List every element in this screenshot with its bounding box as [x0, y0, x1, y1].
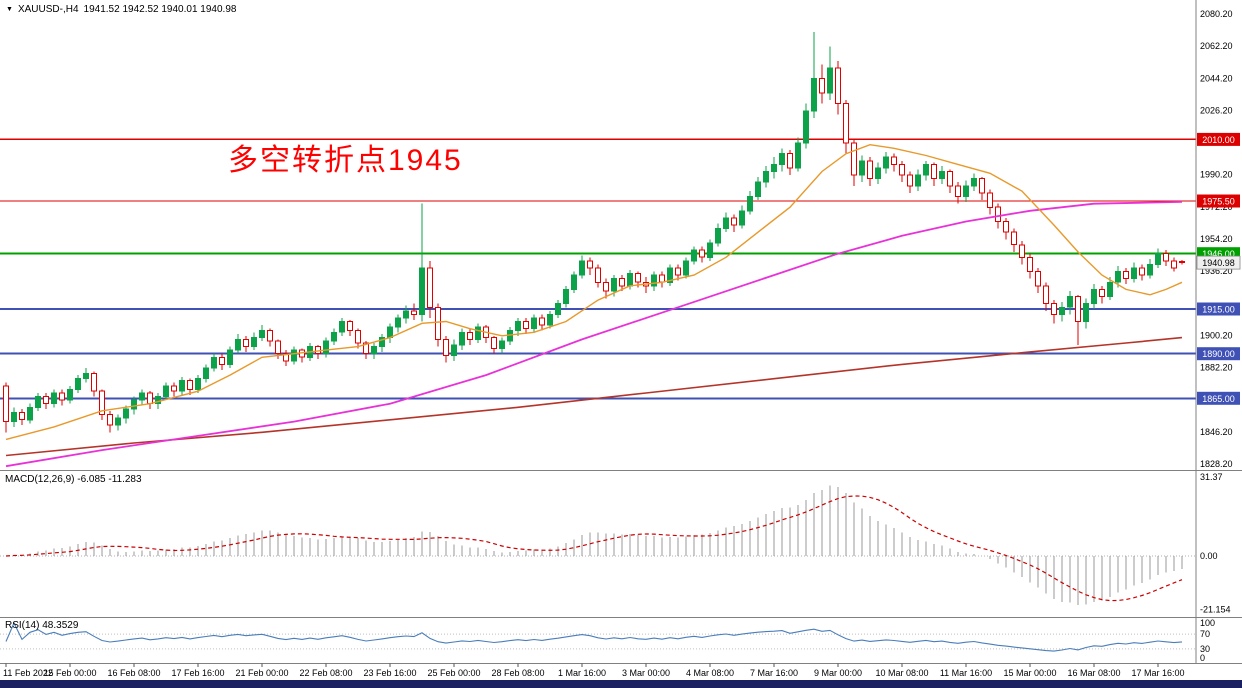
- svg-text:1900.20: 1900.20: [1200, 331, 1233, 341]
- svg-text:100: 100: [1200, 618, 1215, 628]
- svg-text:11 Mar 16:00: 11 Mar 16:00: [940, 668, 992, 678]
- svg-text:1975.50: 1975.50: [1202, 197, 1235, 207]
- svg-text:11 Feb 2022: 11 Feb 2022: [3, 668, 53, 678]
- svg-text:30: 30: [1200, 644, 1210, 654]
- svg-text:16 Feb 08:00: 16 Feb 08:00: [107, 668, 160, 678]
- svg-text:2062.20: 2062.20: [1200, 41, 1233, 51]
- moving-averages: [5, 143, 1183, 468]
- svg-text:0.00: 0.00: [1200, 551, 1218, 561]
- svg-text:1940.98: 1940.98: [1202, 258, 1235, 268]
- svg-text:1828.20: 1828.20: [1200, 459, 1233, 469]
- svg-text:4 Mar 08:00: 4 Mar 08:00: [686, 668, 734, 678]
- panel-separators: [0, 470, 1242, 664]
- svg-text:1890.00: 1890.00: [1202, 349, 1235, 359]
- svg-text:70: 70: [1200, 629, 1210, 639]
- chart-symbol-marker-icon: ▼: [6, 6, 13, 13]
- ma-fast-line: [5, 143, 1183, 441]
- svg-text:1846.20: 1846.20: [1200, 427, 1233, 437]
- rsi-label: RSI(14) 48.3529: [5, 620, 79, 631]
- svg-text:2026.20: 2026.20: [1200, 105, 1233, 115]
- price-axis: 2080.202062.202044.202026.201990.201972.…: [1195, 0, 1241, 663]
- candles: [3, 32, 1185, 433]
- svg-text:28 Feb 08:00: 28 Feb 08:00: [491, 668, 544, 678]
- svg-text:7 Mar 16:00: 7 Mar 16:00: [750, 668, 798, 678]
- svg-text:1990.20: 1990.20: [1200, 170, 1233, 180]
- ma-slow-line: [5, 336, 1183, 457]
- svg-text:3 Mar 00:00: 3 Mar 00:00: [622, 668, 670, 678]
- svg-text:23 Feb 16:00: 23 Feb 16:00: [363, 668, 416, 678]
- svg-text:25 Feb 00:00: 25 Feb 00:00: [427, 668, 480, 678]
- svg-text:2044.20: 2044.20: [1200, 73, 1233, 83]
- svg-text:1865.00: 1865.00: [1202, 394, 1235, 404]
- svg-text:-21.154: -21.154: [1200, 604, 1231, 614]
- svg-text:1936.20: 1936.20: [1200, 266, 1233, 276]
- macd-label: MACD(12,26,9) -6.085 -11.283: [5, 474, 142, 485]
- svg-text:1954.20: 1954.20: [1200, 234, 1233, 244]
- symbol-info: ▼ XAUUSD-,H4 1941.52 1942.52 1940.01 194…: [6, 4, 236, 15]
- svg-text:1 Mar 16:00: 1 Mar 16:00: [558, 668, 606, 678]
- svg-text:1915.00: 1915.00: [1202, 305, 1235, 315]
- svg-text:15 Mar 00:00: 15 Mar 00:00: [1003, 668, 1056, 678]
- macd-signal-line: [5, 495, 1183, 602]
- ohlc-values: 1941.52 1942.52 1940.01 1940.98: [83, 4, 237, 15]
- svg-text:16 Mar 08:00: 16 Mar 08:00: [1067, 668, 1120, 678]
- svg-text:15 Feb 00:00: 15 Feb 00:00: [43, 668, 96, 678]
- symbol-period-label: XAUUSD-,H4: [17, 4, 79, 15]
- svg-text:0: 0: [1200, 653, 1205, 663]
- svg-text:17 Feb 16:00: 17 Feb 16:00: [171, 668, 224, 678]
- svg-text:2010.00: 2010.00: [1202, 135, 1235, 145]
- svg-text:2080.20: 2080.20: [1200, 9, 1233, 19]
- svg-text:17 Mar 16:00: 17 Mar 16:00: [1131, 668, 1184, 678]
- svg-text:9 Mar 00:00: 9 Mar 00:00: [814, 668, 862, 678]
- rsi-line: [5, 621, 1183, 652]
- ma-mid-line: [5, 201, 1183, 468]
- svg-text:21 Feb 00:00: 21 Feb 00:00: [235, 668, 288, 678]
- macd-panel: 31.37 0.00 -21.154: [0, 472, 1231, 614]
- svg-text:31.37: 31.37: [1200, 472, 1223, 482]
- svg-text:1882.20: 1882.20: [1200, 363, 1233, 373]
- svg-text:22 Feb 08:00: 22 Feb 08:00: [299, 668, 352, 678]
- bottom-bar: [0, 680, 1242, 688]
- svg-text:1946.00: 1946.00: [1202, 249, 1235, 259]
- annotation-text[interactable]: 多空转折点1945: [228, 144, 463, 177]
- svg-text:10 Mar 08:00: 10 Mar 08:00: [875, 668, 928, 678]
